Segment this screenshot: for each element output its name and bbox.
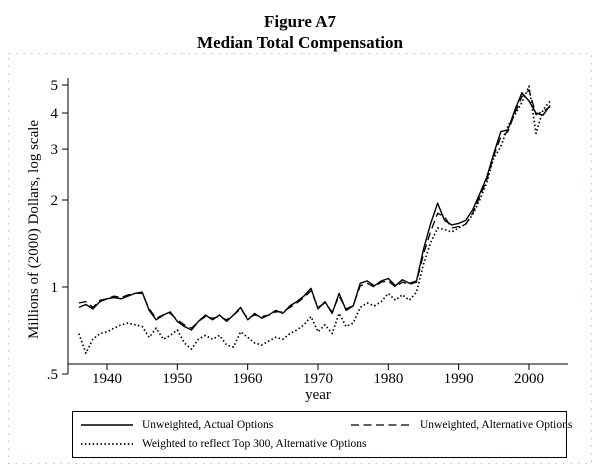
y-tick-label: 5 [51, 78, 59, 94]
figure-title-line1: Figure A7 [264, 12, 336, 31]
legend-label-unweighted-actual: Unweighted, Actual Options [142, 419, 274, 431]
legend-dashed-line-sample [351, 424, 411, 426]
y-axis-title: Millions of (2000) Dollars, log scale [26, 120, 42, 339]
y-tick-label: 1 [51, 280, 59, 296]
x-tick-label: 1980 [373, 371, 403, 387]
series-line-dotted [78, 85, 551, 355]
legend-item-unweighted-alternative: Unweighted, Alternative Options [350, 419, 572, 431]
x-tick-label: 1970 [303, 371, 333, 387]
legend-label-weighted-top300: Weighted to reflect Top 300, Alternative… [142, 438, 367, 450]
y-tick-label: .5 [47, 367, 58, 383]
x-tick-label: 1940 [92, 371, 122, 387]
legend-label-unweighted-alternative: Unweighted, Alternative Options [420, 419, 573, 431]
x-tick-label: 1950 [162, 371, 192, 387]
y-tick-label: 3 [51, 142, 59, 158]
x-tick-label: 1990 [444, 371, 474, 387]
legend-item-weighted-top300: Weighted to reflect Top 300, Alternative… [80, 438, 367, 450]
x-tick-label: 2000 [514, 371, 544, 387]
y-tick-label: 2 [51, 193, 59, 209]
legend-item-unweighted-actual: Unweighted, Actual Options [80, 419, 273, 431]
x-tick-label: 1960 [233, 371, 263, 387]
figure-title-line2: Median Total Compensation [197, 33, 403, 52]
legend-dotted-line-sample [81, 443, 133, 445]
series-line-solid [78, 92, 551, 331]
figure-title: Figure A7 Median Total Compensation [0, 11, 600, 53]
figure-dotted-frame [8, 53, 592, 464]
y-tick-label: 4 [51, 106, 59, 122]
legend-box: Unweighted, Actual Options Unweighted, A… [72, 411, 572, 458]
x-axis-title: year [305, 387, 331, 403]
legend-solid-line-sample [81, 424, 133, 426]
series-line-dashed [78, 89, 551, 329]
